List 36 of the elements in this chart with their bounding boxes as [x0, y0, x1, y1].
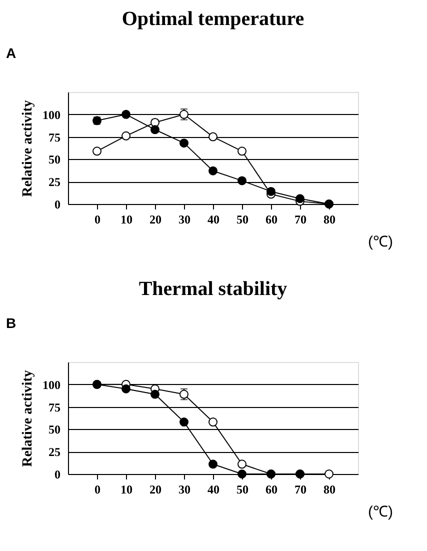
x-tick-label: 70: [294, 482, 306, 496]
y-tick-label: 100: [42, 108, 60, 122]
y-tick-label: 75: [48, 130, 60, 144]
y-tick-label: 50: [48, 422, 60, 437]
y-tick-label: 25: [48, 445, 60, 460]
x-tick-label: 50: [236, 212, 248, 226]
x-tick-label: 10: [120, 212, 132, 226]
x-tick-label: 10: [120, 482, 132, 496]
x-tick-label: 70: [294, 212, 306, 226]
x-tick-label: 60: [266, 482, 278, 496]
x-tick-label: 0: [94, 212, 100, 226]
chart-title: Optimal temperature: [122, 8, 304, 30]
y-tick-label: 0: [54, 198, 60, 212]
y-tick-label: 0: [54, 468, 60, 482]
y-tick-label: 25: [48, 175, 60, 190]
text: B: [6, 315, 16, 331]
x-axis-title: (℃): [368, 504, 393, 520]
y-axis-title: Relative activity: [20, 100, 36, 197]
x-tick-label: 40: [208, 482, 220, 496]
text: A: [6, 45, 16, 61]
x-tick-label: 50: [236, 482, 248, 496]
x-tick-label: 20: [150, 212, 162, 226]
x-tick-label: 20: [150, 482, 162, 496]
x-tick-label: 30: [178, 482, 190, 496]
x-tick-label: 40: [208, 212, 220, 226]
x-tick-label: 60: [266, 212, 278, 226]
x-tick-label: 80: [324, 212, 336, 226]
x-tick-label: 0: [94, 482, 100, 496]
y-tick-label: 75: [48, 400, 60, 414]
x-tick-label: 30: [178, 212, 190, 226]
x-tick-label: 80: [324, 482, 336, 496]
chart-title: Thermal stability: [138, 278, 288, 300]
y-axis-title: Relative activity: [20, 370, 36, 467]
y-tick-label: 50: [48, 152, 60, 167]
y-tick-label: 100: [42, 378, 60, 392]
x-axis-title: (℃): [368, 234, 393, 250]
